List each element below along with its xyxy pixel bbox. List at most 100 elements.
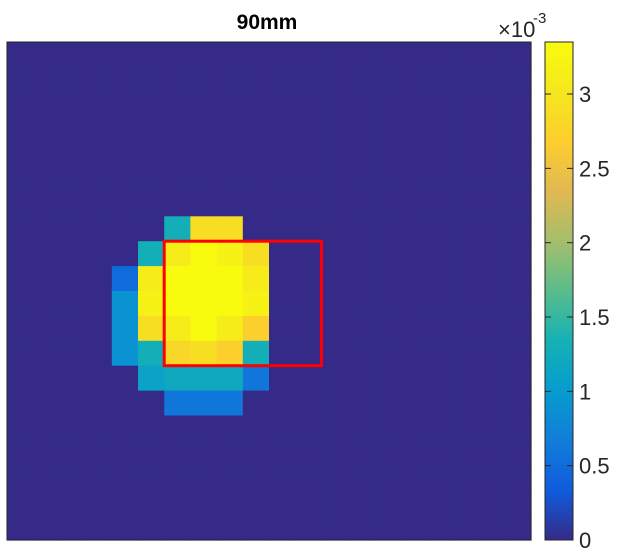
heatmap-cell xyxy=(295,465,322,491)
heatmap-cell xyxy=(216,390,244,417)
heatmap-cell xyxy=(373,291,401,317)
heatmap-cell xyxy=(138,515,165,541)
heatmap-cell xyxy=(478,116,506,143)
heatmap-cell xyxy=(452,390,480,417)
heatmap-cell xyxy=(33,315,60,342)
heatmap-cell xyxy=(138,465,165,491)
heatmap-cell xyxy=(85,390,113,417)
heatmap-cell xyxy=(321,66,349,93)
heatmap-cell xyxy=(85,241,113,267)
heatmap-cell xyxy=(321,390,349,417)
heatmap-cell xyxy=(269,440,296,466)
heatmap-cell xyxy=(478,440,506,466)
heatmap-cell xyxy=(242,315,270,342)
colorbar-tick-label: 2 xyxy=(579,231,591,256)
heatmap-cell xyxy=(347,191,375,217)
heatmap-cell xyxy=(373,315,401,342)
heatmap-cell xyxy=(504,291,532,317)
heatmap-cell xyxy=(190,340,218,367)
heatmap-cell xyxy=(452,515,480,541)
heatmap-cell xyxy=(269,465,296,491)
heatmap-cell xyxy=(400,66,427,93)
heatmap-cell xyxy=(400,515,427,541)
heatmap-cell xyxy=(59,266,87,292)
heatmap-cell xyxy=(347,42,375,68)
heatmap-cell xyxy=(504,315,532,342)
heatmap-cell xyxy=(373,66,401,93)
heatmap-cell xyxy=(242,191,270,217)
heatmap-cell xyxy=(111,116,139,143)
heatmap-cell xyxy=(504,141,532,168)
heatmap-cell xyxy=(59,415,87,441)
heatmap-cell xyxy=(33,141,60,168)
heatmap-cell xyxy=(373,91,401,118)
heatmap-cell xyxy=(400,166,427,192)
heatmap-cell xyxy=(347,465,375,491)
heatmap-cell xyxy=(33,42,60,68)
heatmap-cell xyxy=(269,216,296,242)
heatmap-cell xyxy=(216,266,244,292)
heatmap-cell xyxy=(452,291,480,317)
heatmap-cell xyxy=(452,66,480,93)
heatmap-cell xyxy=(452,141,480,168)
heatmap-cell xyxy=(164,291,191,317)
heatmap-cell xyxy=(504,266,532,292)
heatmap-cell xyxy=(242,42,270,68)
heatmap-cell xyxy=(504,390,532,417)
heatmap-cell xyxy=(216,241,244,267)
heatmap-cell xyxy=(373,440,401,466)
heatmap-cell xyxy=(452,465,480,491)
heatmap-cell xyxy=(321,490,349,516)
heatmap-cell xyxy=(373,340,401,367)
heatmap-cell xyxy=(321,315,349,342)
heatmap-cell xyxy=(111,216,139,242)
heatmap-cell xyxy=(7,216,34,242)
heatmap-cell xyxy=(504,216,532,242)
heatmap-cell xyxy=(295,315,322,342)
heatmap-cell xyxy=(426,191,453,217)
heatmap-cell xyxy=(452,340,480,367)
heatmap-cell xyxy=(85,191,113,217)
heatmap-cell xyxy=(504,42,532,68)
heatmap-cell xyxy=(138,291,165,317)
heatmap-cell xyxy=(7,390,34,417)
heatmap-cell xyxy=(138,166,165,192)
heatmap-cell xyxy=(478,291,506,317)
heatmap-cell xyxy=(190,365,218,392)
heatmap-cell xyxy=(164,515,191,541)
heatmap-cell xyxy=(400,91,427,118)
heatmap-cell xyxy=(321,365,349,392)
heatmap-cell xyxy=(216,66,244,93)
colorbar: 0 0.5 1 1.5 2 2.5 3 ×10 -3 xyxy=(498,10,610,552)
heatmap-cell xyxy=(190,91,218,118)
heatmap-cell xyxy=(190,141,218,168)
heatmap-cell xyxy=(426,440,453,466)
heatmap-cell xyxy=(321,116,349,143)
heatmap-cell xyxy=(242,116,270,143)
heatmap-cell xyxy=(373,166,401,192)
heatmap-cell xyxy=(400,266,427,292)
heatmap-cell xyxy=(33,216,60,242)
heatmap-cell xyxy=(59,141,87,168)
heatmap-cell xyxy=(33,415,60,441)
heatmap-cell xyxy=(216,340,244,367)
heatmap-cell xyxy=(138,116,165,143)
heatmap-cell xyxy=(33,365,60,392)
heatmap-cell xyxy=(269,415,296,441)
heatmap-cell xyxy=(138,415,165,441)
heatmap-cell xyxy=(111,515,139,541)
heatmap-cell xyxy=(190,216,218,242)
heatmap-cell xyxy=(85,291,113,317)
heatmap-cell xyxy=(138,490,165,516)
heatmap-cell xyxy=(111,66,139,93)
heatmap-cell xyxy=(7,191,34,217)
heatmap-cell xyxy=(321,42,349,68)
heatmap-cell xyxy=(347,515,375,541)
heatmap-cell xyxy=(33,66,60,93)
heatmap-cell xyxy=(59,365,87,392)
heatmap-cell xyxy=(400,415,427,441)
heatmap-cell xyxy=(321,191,349,217)
heatmap-cell xyxy=(85,216,113,242)
heatmap-cell xyxy=(321,216,349,242)
heatmap-cell xyxy=(295,66,322,93)
